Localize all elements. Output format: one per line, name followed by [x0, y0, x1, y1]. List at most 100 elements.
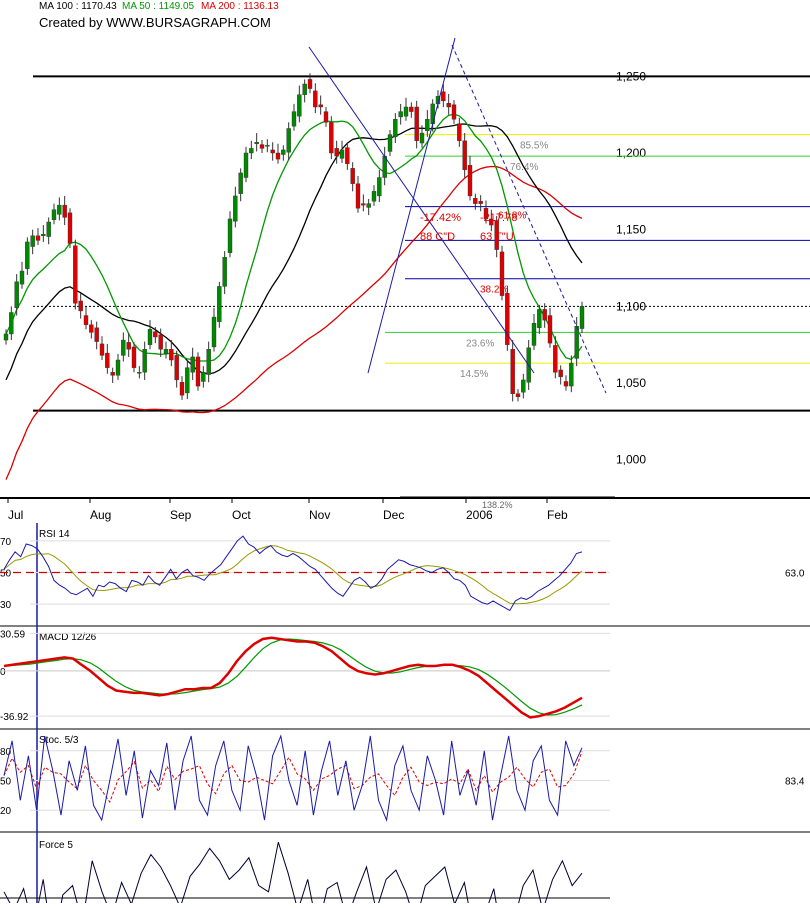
candle-body: [238, 172, 243, 194]
month-label: 2006: [466, 508, 493, 522]
candle-body: [510, 349, 515, 394]
candle-body: [51, 209, 57, 220]
candle-body: [537, 309, 542, 328]
candle-body: [345, 147, 350, 164]
candle-body: [313, 90, 318, 108]
candle-body: [67, 212, 73, 244]
candle-body: [249, 148, 254, 154]
candle-body: [115, 359, 121, 376]
indicator-last-value: 63.0: [785, 569, 805, 580]
candle-body: [179, 382, 185, 396]
candle-body: [190, 356, 195, 373]
candle-body: [446, 102, 451, 108]
candle-body: [35, 235, 41, 241]
candle-body: [478, 201, 483, 204]
candle-body: [553, 345, 558, 373]
candle-body: [73, 245, 78, 304]
ma50-legend: MA 50 : 1149.05: [122, 1, 195, 12]
indicator-main-line: [3, 842, 583, 908]
indicator-main-line: [3, 535, 583, 612]
candle-body: [217, 286, 222, 322]
candle-body: [94, 327, 99, 342]
candle-body: [467, 165, 473, 197]
candle-body: [366, 203, 371, 208]
indicator-y-tick-label: 30.59: [0, 629, 25, 640]
candle-body: [270, 149, 275, 154]
candle-body: [110, 372, 115, 376]
candle-body: [350, 168, 355, 184]
candle-body: [409, 106, 414, 112]
month-label: Nov: [309, 508, 330, 522]
candle-body: [25, 241, 30, 269]
candle-body: [558, 369, 563, 378]
price-annotation: 88 C"D: [420, 231, 455, 243]
price-annotation: -217.78: [480, 212, 517, 224]
ma100-legend: MA 100 : 1170.43: [39, 1, 117, 12]
candle-body: [153, 331, 158, 338]
candle-body: [302, 83, 307, 95]
candle-body: [371, 191, 377, 202]
ma100-line: [5, 123, 583, 381]
candle-body: [387, 134, 393, 152]
stochastic-panel: Stoc. 5/3 80 50 20 83.4: [0, 734, 805, 822]
candle-body: [83, 315, 89, 325]
candle-body: [515, 393, 521, 398]
indicator-y-tick-label: -36.92: [0, 712, 29, 723]
candle-body: [78, 300, 83, 312]
indicator-signal-line: [3, 545, 583, 605]
candle-body: [547, 315, 553, 344]
candle-body: [9, 312, 14, 335]
fib-level-label: 23.6%: [466, 338, 494, 349]
candle-body: [105, 352, 110, 368]
ma200-line: [5, 165, 583, 480]
trend-line: [308, 46, 535, 374]
month-label: Oct: [232, 508, 251, 522]
created-by-label: Created by WWW.BURSAGRAPH.COM: [39, 15, 271, 30]
candle-body: [57, 204, 62, 215]
price-y-tick-label: 1,200: [616, 146, 646, 160]
candle-body: [169, 349, 174, 361]
candle-body: [254, 142, 259, 144]
candle-body: [542, 309, 547, 321]
candle-body: [334, 148, 339, 157]
candle-body: [414, 106, 419, 141]
indicator-name-label: Force 5: [39, 840, 73, 851]
indicator-last-value: 83.4: [785, 777, 805, 788]
candle-body: [195, 356, 201, 387]
price-y-tick-label: 1,000: [616, 453, 646, 467]
candle-body: [323, 111, 329, 123]
candle-body: [265, 145, 270, 147]
candle-body: [425, 119, 430, 131]
price-y-tick-label: 1,150: [616, 223, 646, 237]
month-label: Jul: [8, 508, 23, 522]
indicator-y-tick-label: 20: [0, 806, 12, 817]
price-y-tick-label: 1,050: [616, 376, 646, 390]
candle-body: [457, 123, 462, 141]
month-label: Aug: [90, 508, 111, 522]
candle-body: [121, 339, 126, 356]
indicator-signal-line: [3, 751, 583, 804]
candle-body: [19, 270, 25, 285]
candle-body: [206, 349, 211, 375]
candle-body: [489, 218, 494, 226]
price-annotation: -17.42%: [420, 212, 461, 224]
indicator-y-tick-label: 50: [0, 777, 12, 788]
candle-body: [142, 349, 147, 373]
candle-body: [243, 152, 249, 178]
candle-body: [30, 235, 35, 247]
candle-body: [259, 144, 265, 149]
indicator-y-tick-label: 30: [0, 600, 12, 611]
force-panel: Force 5: [0, 840, 610, 908]
candle-body: [398, 111, 403, 118]
candle-body: [41, 234, 46, 236]
indicator-main-line: [3, 636, 583, 719]
candle-body: [505, 293, 510, 345]
trend-line: [451, 44, 607, 394]
candle-body: [441, 91, 446, 102]
candle-body: [521, 379, 526, 393]
candle-body: [3, 333, 9, 341]
candle-body: [227, 218, 233, 253]
candle-body: [89, 324, 94, 333]
candle-body: [158, 334, 163, 350]
ma50-line: [5, 113, 583, 362]
